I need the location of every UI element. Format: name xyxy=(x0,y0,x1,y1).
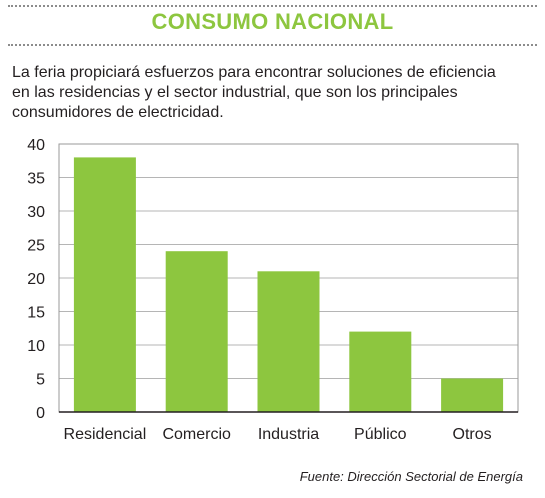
x-tick-label: Residencial xyxy=(64,426,147,443)
bar-residencial xyxy=(73,157,136,412)
y-tick-label: 20 xyxy=(27,271,45,288)
bar-chart: 0 5 10 15 20 25 30 35 40 Residencial Comercio Indu… xyxy=(27,137,519,443)
axes xyxy=(58,143,519,413)
source-note: Fuente: Dirección Sectorial de Energía xyxy=(299,469,523,484)
bars xyxy=(73,157,504,412)
x-tick-label: Comercio xyxy=(162,426,231,443)
y-tick-label: 25 xyxy=(27,238,45,255)
title-divider xyxy=(8,44,537,46)
x-tick-label: Industria xyxy=(258,426,319,443)
x-axis-labels: Residencial Comercio Industria Público Otros xyxy=(64,426,492,443)
top-divider xyxy=(8,5,537,7)
y-axis-ticks: 0 5 10 15 20 25 30 35 40 xyxy=(27,137,45,422)
bar-industria xyxy=(257,271,320,412)
y-tick-label: 15 xyxy=(27,305,45,322)
y-tick-label: 10 xyxy=(27,338,45,355)
y-tick-label: 5 xyxy=(36,372,45,389)
y-tick-label: 0 xyxy=(36,405,45,422)
x-tick-label: Público xyxy=(354,426,407,443)
x-tick-label: Otros xyxy=(453,426,492,443)
intro-paragraph: La feria propiciará esfuerzos para encon… xyxy=(12,64,496,121)
bar-público xyxy=(349,331,412,412)
y-tick-label: 40 xyxy=(27,137,45,154)
page-title: CONSUMO NACIONAL xyxy=(151,9,394,34)
y-tick-label: 35 xyxy=(27,171,45,188)
y-tick-label: 30 xyxy=(27,204,45,221)
bar-comercio xyxy=(165,251,228,412)
bar-otros xyxy=(441,378,504,412)
